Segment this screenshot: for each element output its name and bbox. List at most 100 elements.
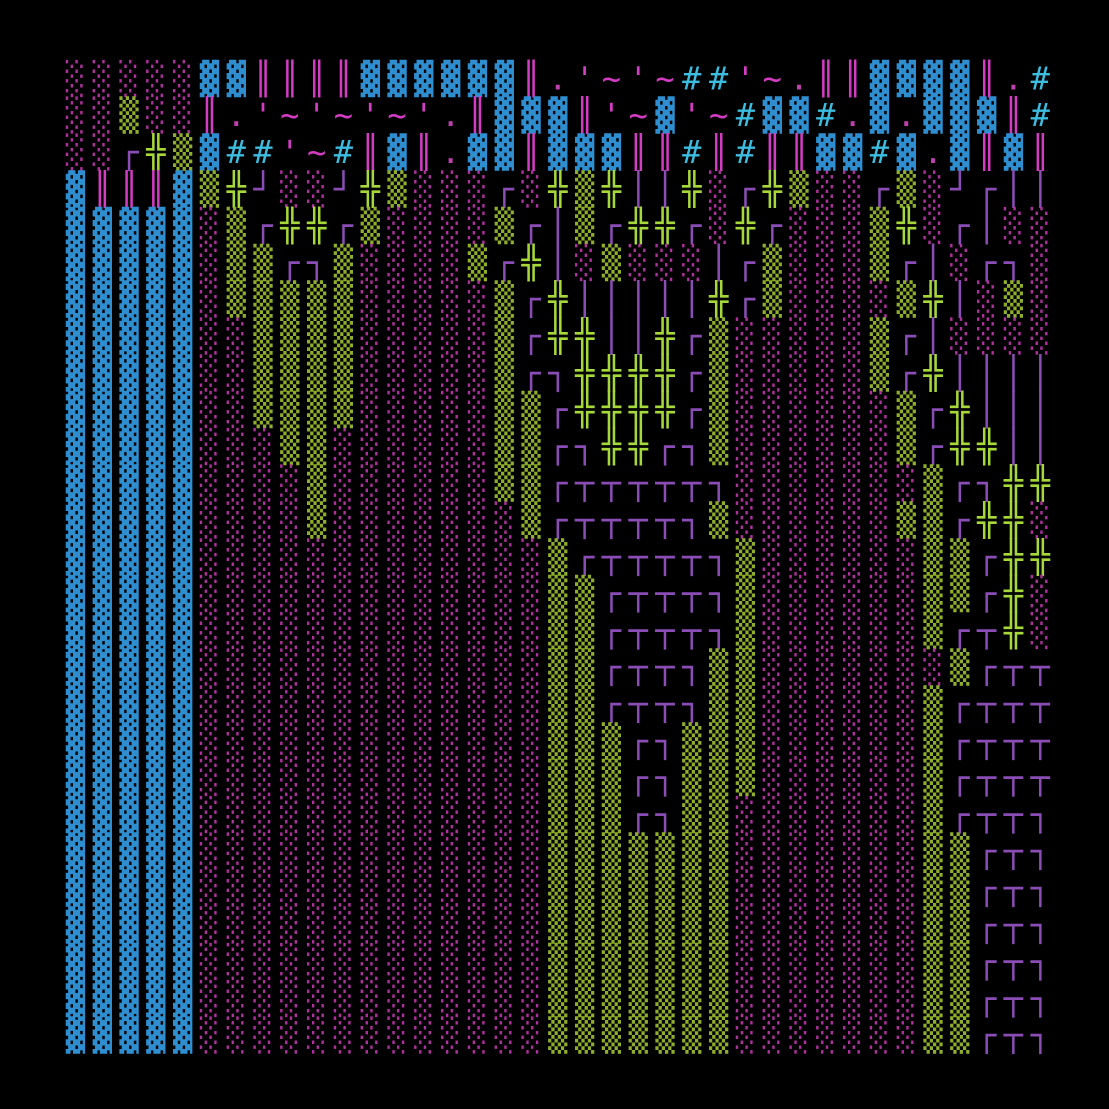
cell: ░ [200,1016,219,1054]
cell: ░ [521,943,540,981]
cell: ░ [414,575,433,613]
cell: ▒ [468,243,488,281]
cell: ▒ [923,1016,943,1054]
cell: ▓ [548,96,568,134]
cell: ░ [789,943,808,981]
cell: ▓ [950,133,970,171]
cell: ▓ [468,59,488,97]
cell: ░ [843,501,862,539]
cell: │ [950,279,969,318]
cell: ░ [334,427,353,465]
cell: │ [977,206,996,245]
cell: ┌ [602,575,622,613]
cell: ║ [119,169,138,208]
cell: ▓ [548,133,568,171]
cell: ▓ [93,354,113,392]
cell: ░ [843,832,862,870]
cell: ▓ [93,575,113,613]
cell: ░ [227,979,246,1017]
cell: ┐ [681,427,701,465]
cell: ░ [816,464,835,502]
cell: ▒ [709,354,729,392]
cell: ' [682,96,701,134]
cell: ░ [334,759,353,797]
cell: . [897,96,916,134]
cell: ▓ [93,648,113,686]
cell: ┐ [708,575,728,613]
cell: ░ [441,722,460,760]
cell: ░ [736,427,755,465]
cell: ░ [414,1016,433,1054]
cell: ░ [736,979,755,1017]
cell: ┌ [575,538,595,576]
cell: ░ [789,501,808,539]
cell: │ [1031,353,1050,392]
cell: ▓ [119,979,139,1017]
cell: # [1031,59,1051,97]
cell: ║ [1031,132,1050,171]
cell: │ [575,279,594,318]
cell: ╬ [547,169,568,208]
cell: ║ [1004,95,1023,134]
cell: ▓ [173,170,193,208]
cell: ▒ [548,832,568,870]
cell: ░ [468,832,487,870]
cell: ░ [387,317,406,355]
cell: ░ [897,906,916,944]
cell: ░ [789,979,808,1017]
cell: ▒ [280,354,300,392]
cell: ░ [414,832,433,870]
cell: . [1004,59,1023,97]
cell: ░ [1004,207,1023,245]
cell: ░ [307,611,326,649]
cell: ' [629,59,648,97]
cell: ┬ [681,611,702,649]
cell: ╬ [1003,500,1024,539]
cell: ▒ [870,354,890,392]
cell: ▒ [950,943,970,981]
cell: ░ [816,759,835,797]
cell: ║ [253,58,272,97]
cell: ║ [93,169,112,208]
cell: ║ [146,169,165,208]
cell: ┬ [628,538,649,576]
cell: ░ [280,795,299,833]
cell: ▒ [495,391,515,429]
cell: ▓ [441,59,461,97]
cell: ░ [1031,575,1050,613]
cell: ╬ [628,353,649,392]
cell: ░ [441,1016,460,1054]
cell: ░ [977,280,996,318]
cell: ╬ [949,390,970,429]
cell: ░ [253,979,272,1017]
cell: ░ [789,207,808,245]
cell: ║ [816,58,835,97]
cell: . [441,96,460,134]
cell: ░ [870,648,889,686]
cell: ░ [521,869,540,907]
cell: ░ [468,464,487,502]
cell: ░ [280,575,299,613]
cell: # [253,133,273,171]
cell: ░ [468,795,487,833]
cell: ░ [253,722,272,760]
cell: ▒ [119,96,139,134]
cell: ░ [495,906,514,944]
cell: ░ [843,464,862,502]
cell: ░ [119,59,138,97]
cell: ░ [280,943,299,981]
cell: ░ [736,1016,755,1054]
cell: ▓ [146,832,166,870]
cell: ░ [200,759,219,797]
cell: ▓ [119,759,139,797]
cell: ▓ [119,280,139,318]
cell: ░ [870,575,889,613]
cell: ░ [307,648,326,686]
cell: ░ [763,611,782,649]
cell: ░ [227,722,246,760]
cell: ░ [468,354,487,392]
cell: ▒ [575,869,595,907]
cell: # [816,96,836,134]
cell: ▒ [655,943,675,981]
